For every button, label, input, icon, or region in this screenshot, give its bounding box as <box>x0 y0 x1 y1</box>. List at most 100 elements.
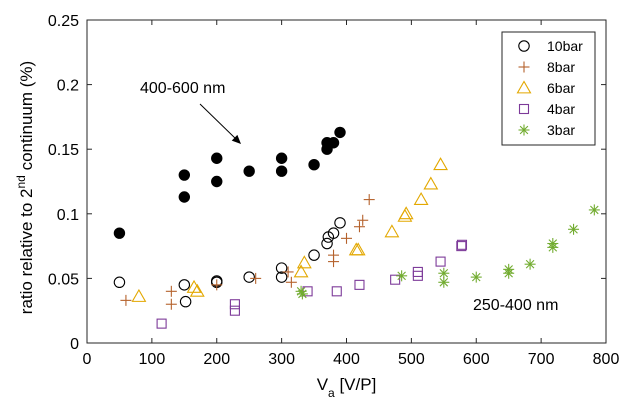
x-tick-label: 200 <box>203 351 230 368</box>
ast-d2 <box>439 268 449 278</box>
ticks: 0 100 200 300 400 500 600 700 800 0 0.05 0.1 0.15 0.2… <box>48 13 620 368</box>
data-point-10bar <box>179 295 192 308</box>
legend-item-8bar: 8bar <box>518 59 575 75</box>
series-4bar <box>156 239 468 329</box>
data-point-8bar <box>165 285 177 297</box>
x-tick-label: 500 <box>398 351 425 368</box>
legend-item-3bar: 3bar <box>518 122 575 138</box>
data-point-400-600-nm <box>275 165 288 177</box>
data-point-6bar <box>186 279 202 293</box>
data-point-400-600-nm <box>334 126 346 139</box>
legend-marker-8bar <box>518 61 530 73</box>
legend-label-4bar: 4bar <box>547 101 575 117</box>
data-point-10bar <box>334 217 346 229</box>
data-point-3bar <box>296 288 308 300</box>
series-8bar <box>120 194 375 310</box>
data-point-6bar <box>433 157 449 171</box>
data-point-4bar <box>456 239 468 250</box>
ast-d2 <box>519 125 529 135</box>
y-axis-label-sup: nd <box>14 175 28 188</box>
data-point-6bar <box>384 224 400 238</box>
legend: 10bar 8bar 6bar 4bar 3bar <box>501 31 596 146</box>
data-point-4bar <box>156 318 167 329</box>
data-point-400-600-nm <box>211 175 223 188</box>
legend-marker-4bar <box>518 103 530 115</box>
data-point-10bar <box>275 271 288 283</box>
data-point-3bar <box>547 238 559 250</box>
series-3bar <box>295 204 600 300</box>
ast-d2 <box>590 205 599 215</box>
legend-label-6bar: 6bar <box>547 80 575 96</box>
annotation-arrow <box>199 103 238 141</box>
data-point-400-600-nm <box>308 159 320 171</box>
x-axis-label-main: V <box>317 375 329 394</box>
legend-label-10bar: 10bar <box>547 38 583 54</box>
series-400-600-nm <box>113 126 346 239</box>
data-point-6bar <box>398 206 414 220</box>
data-point-10bar <box>327 227 340 239</box>
y-tick-label: 0.25 <box>48 13 79 30</box>
data-point-6bar <box>296 255 312 269</box>
y-tick-label: 0.15 <box>48 142 79 159</box>
x-tick-label: 300 <box>268 351 295 368</box>
data-point-400-600-nm <box>211 152 223 164</box>
ast-d2 <box>569 225 578 234</box>
data-point-4bar <box>354 279 365 290</box>
annotation-250-400nm: 250-400 nm <box>473 297 558 314</box>
data-point-4bar <box>229 305 240 316</box>
data-point-6bar <box>350 242 366 256</box>
x-tick-label: 400 <box>333 351 360 368</box>
data-point-8bar <box>357 214 369 226</box>
data-point-400-600-nm <box>327 137 340 149</box>
x-axis-label: Va [V/P] <box>317 375 377 400</box>
x-tick-label: 700 <box>528 351 555 368</box>
data-point-3bar <box>503 263 515 275</box>
legend-item-4bar: 4bar <box>518 101 575 117</box>
ast-d2 <box>471 272 481 282</box>
ast-d2 <box>548 239 558 248</box>
legend-marker-10bar <box>518 40 530 52</box>
x-tick-label: 600 <box>463 351 490 368</box>
annotation-400-600nm: 400-600 nm <box>140 80 225 97</box>
x-axis-label-sub: a <box>328 386 335 400</box>
x-tick-label: 800 <box>593 351 620 368</box>
data-point-4bar <box>412 266 423 277</box>
data-point-3bar <box>524 258 536 270</box>
data-point-8bar <box>285 276 297 288</box>
data-point-3bar <box>470 271 482 283</box>
series-10bar <box>113 217 346 308</box>
data-point-6bar <box>131 288 147 302</box>
data-point-10bar <box>308 249 320 261</box>
data-point-8bar <box>211 279 223 291</box>
series-6bar <box>131 157 449 302</box>
legend-box <box>501 31 596 146</box>
ast-d2 <box>439 277 449 287</box>
y-tick-label: 0.05 <box>48 271 79 288</box>
data-point-10bar <box>275 262 288 274</box>
data-point-6bar <box>189 283 205 297</box>
legend-marker-6bar <box>516 80 532 94</box>
ast-d2 <box>397 271 406 281</box>
data-point-4bar <box>331 286 342 297</box>
data-point-400-600-nm <box>178 169 191 181</box>
x-tick-label: 100 <box>139 351 166 368</box>
y-tick-label: 0.1 <box>57 207 79 224</box>
data-point-400-600-nm <box>113 227 126 239</box>
data-point-4bar <box>456 241 467 252</box>
data-point-8bar <box>120 294 132 306</box>
data-point-8bar <box>328 249 340 261</box>
data-point-6bar <box>423 176 439 190</box>
legend-marker-3bar <box>518 124 530 136</box>
data-point-8bar <box>250 272 262 284</box>
data-point-400-600-nm <box>178 191 191 203</box>
x-axis-label-rest: [V/P] <box>335 375 377 394</box>
x-tick-label: 0 <box>83 351 92 368</box>
data-point-3bar <box>588 204 600 216</box>
legend-item-6bar: 6bar <box>516 80 575 96</box>
ast-d2 <box>298 289 307 299</box>
legend-item-10bar: 10bar <box>518 38 583 54</box>
y-axis-label-rest: continuum (%) <box>17 61 36 175</box>
data-point-6bar <box>293 264 309 278</box>
